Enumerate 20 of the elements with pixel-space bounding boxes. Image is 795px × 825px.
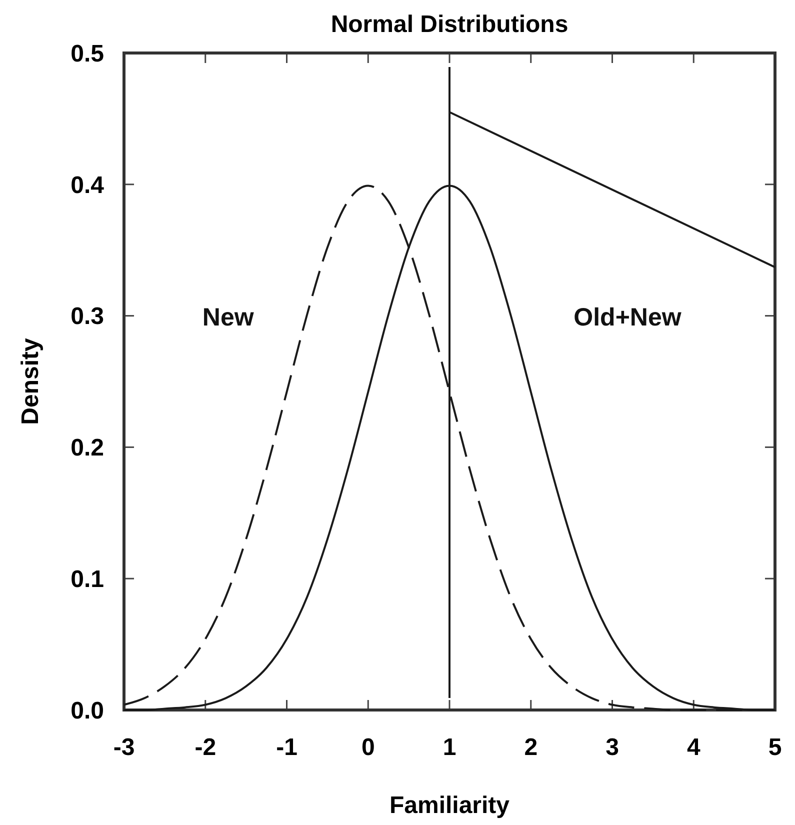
x-tick-label: 3 <box>606 734 619 761</box>
y-tick-label: 0.4 <box>70 172 105 199</box>
y-tick-label: 0.5 <box>70 40 104 68</box>
y-tick-label: 0.0 <box>70 697 104 724</box>
y-tick-label: 0.3 <box>70 303 104 330</box>
x-tick-label: 5 <box>768 734 782 761</box>
x-tick-label: 0 <box>361 734 375 761</box>
x-axis-title: Familiarity <box>389 792 510 819</box>
chart-title: Normal Distributions <box>330 11 568 38</box>
x-tick-label: -2 <box>194 734 216 761</box>
y-tick-label: 0.1 <box>70 566 104 593</box>
x-tick-label: 2 <box>524 734 538 761</box>
x-tick-label: 1 <box>442 734 456 761</box>
text: Old+New <box>574 304 682 332</box>
x-tick-label: 4 <box>686 734 701 761</box>
y-tick-label: 0.2 <box>70 434 104 462</box>
x-tick-label: -3 <box>113 734 135 761</box>
series-label: New <box>202 304 254 332</box>
y-axis-title: Density <box>17 338 44 425</box>
x-tick-label: -1 <box>276 734 298 761</box>
